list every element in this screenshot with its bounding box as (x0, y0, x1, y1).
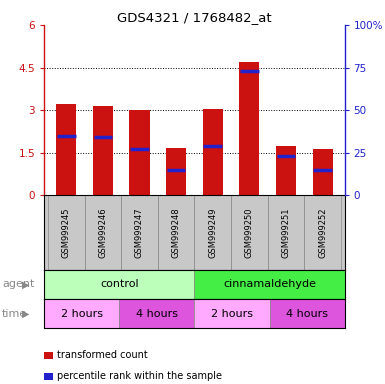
Text: GSM999246: GSM999246 (99, 207, 107, 258)
FancyBboxPatch shape (194, 195, 231, 270)
Text: GSM999250: GSM999250 (245, 207, 254, 258)
Text: transformed count: transformed count (57, 350, 148, 360)
Bar (56, 104, 76, 195)
FancyBboxPatch shape (48, 195, 85, 270)
Bar (194, 270, 345, 299)
Text: cinnamaldehyde: cinnamaldehyde (223, 280, 316, 290)
Bar (203, 109, 223, 195)
FancyBboxPatch shape (231, 195, 268, 270)
Text: GSM999245: GSM999245 (62, 207, 71, 258)
Text: time: time (2, 309, 27, 319)
Text: ▶: ▶ (22, 309, 30, 319)
Bar (313, 149, 333, 195)
Bar (194, 299, 270, 328)
FancyBboxPatch shape (158, 195, 194, 270)
FancyBboxPatch shape (268, 195, 304, 270)
FancyBboxPatch shape (304, 195, 341, 270)
Bar (119, 299, 194, 328)
Text: 4 hours: 4 hours (136, 309, 178, 319)
Bar (44, 270, 194, 299)
Bar (276, 146, 296, 195)
FancyBboxPatch shape (121, 195, 158, 270)
Bar (166, 149, 186, 195)
Bar (270, 299, 345, 328)
Text: agent: agent (2, 280, 34, 290)
Bar (239, 62, 259, 195)
Text: GSM999248: GSM999248 (172, 207, 181, 258)
Bar (129, 110, 149, 195)
Text: 4 hours: 4 hours (286, 309, 328, 319)
Text: control: control (100, 280, 139, 290)
Text: 2 hours: 2 hours (211, 309, 253, 319)
Text: GSM999249: GSM999249 (208, 207, 217, 258)
Bar (93, 106, 113, 195)
Text: GSM999252: GSM999252 (318, 207, 327, 258)
Text: GSM999251: GSM999251 (281, 207, 290, 258)
Text: GSM999247: GSM999247 (135, 207, 144, 258)
Text: ▶: ▶ (22, 280, 30, 290)
Text: 2 hours: 2 hours (61, 309, 103, 319)
FancyBboxPatch shape (85, 195, 121, 270)
Text: percentile rank within the sample: percentile rank within the sample (57, 371, 223, 381)
Title: GDS4321 / 1768482_at: GDS4321 / 1768482_at (117, 11, 272, 24)
Bar (44, 299, 119, 328)
